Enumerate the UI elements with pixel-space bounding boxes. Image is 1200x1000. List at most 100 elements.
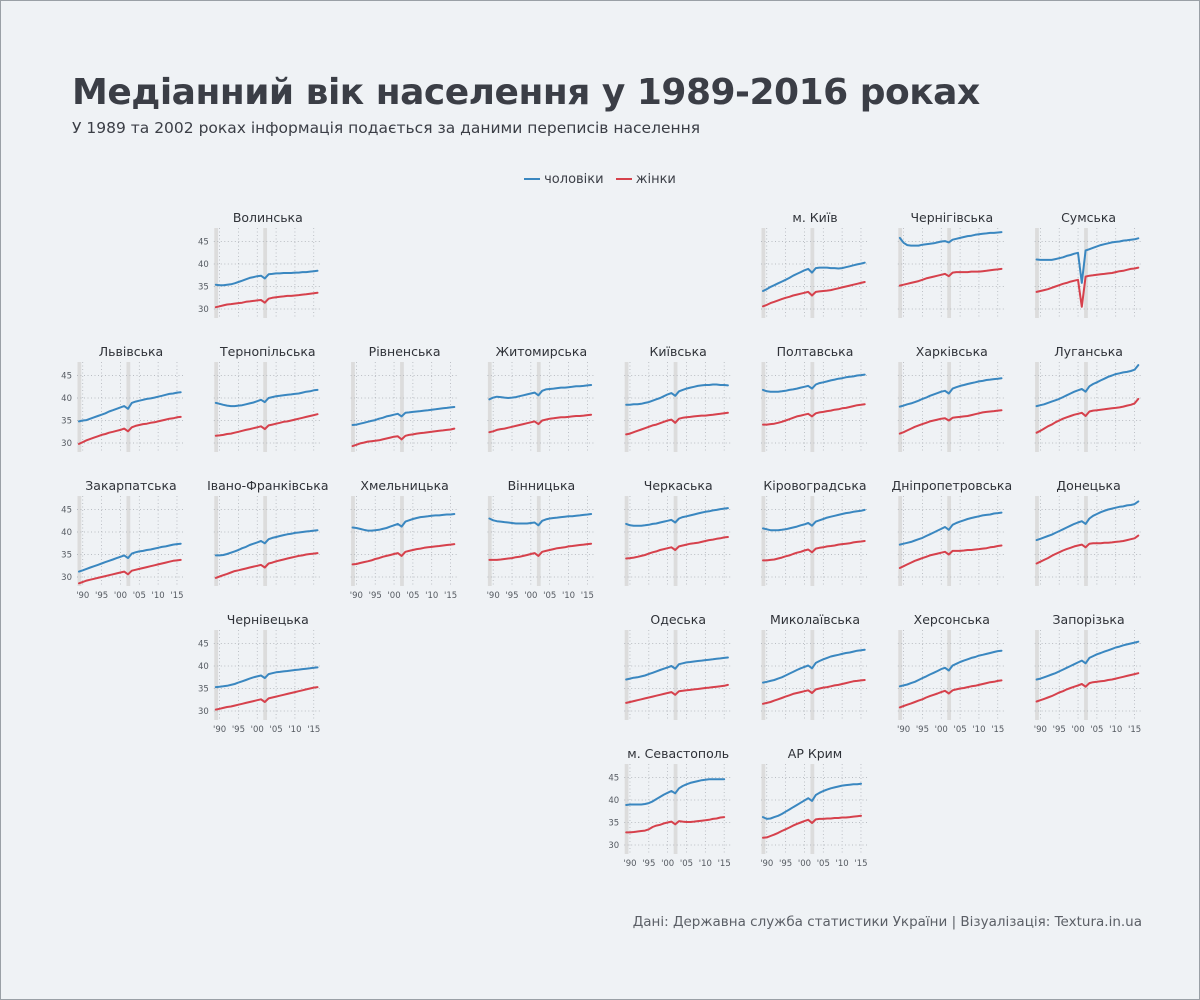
series-line-male xyxy=(625,507,729,527)
panel-title: Миколаївська xyxy=(770,612,860,627)
x-tick-label: '15 xyxy=(444,591,457,601)
panel-7: Житомирська xyxy=(487,344,596,452)
series-line-female xyxy=(351,427,456,448)
census-band xyxy=(673,496,678,586)
census-band xyxy=(1084,630,1088,720)
series-line-female xyxy=(762,814,862,839)
y-tick-label: 35 xyxy=(61,551,72,561)
series-line-male xyxy=(78,542,182,573)
y-tick-label: 35 xyxy=(608,819,619,829)
census-band xyxy=(810,764,815,854)
y-tick-label: 35 xyxy=(198,685,209,695)
y-tick-label: 40 xyxy=(61,394,72,404)
panel-title: Чернігівська xyxy=(910,210,993,225)
series-line-female xyxy=(762,281,866,308)
x-tick-label: '00 xyxy=(524,591,537,601)
series-line-female xyxy=(78,558,182,585)
series-line-female xyxy=(625,683,729,704)
x-tick-label: '90 xyxy=(1034,725,1047,735)
series-line-male xyxy=(762,648,866,684)
x-tick-label: '05 xyxy=(543,591,556,601)
x-tick-label: '90 xyxy=(897,725,910,735)
series-line-male xyxy=(762,373,866,393)
census-band xyxy=(487,362,492,452)
census-band xyxy=(1084,228,1088,318)
x-tick-label: '00 xyxy=(387,591,400,601)
panel-18: Дніпропетровська xyxy=(891,478,1012,586)
series-line-female xyxy=(1035,672,1140,703)
census-band xyxy=(810,630,815,720)
panel-9: Полтавська xyxy=(761,344,869,452)
census-band xyxy=(810,496,815,586)
census-band xyxy=(624,362,629,452)
series-line-female xyxy=(625,411,729,436)
y-tick-label: 45 xyxy=(198,640,209,650)
panel-title: Харківська xyxy=(916,344,988,359)
census-band xyxy=(761,228,766,318)
census-band xyxy=(761,764,766,854)
x-tick-label: '95 xyxy=(779,859,792,869)
panel-title: Рівненська xyxy=(369,344,441,359)
census-band xyxy=(1035,228,1039,318)
series-line-male xyxy=(898,649,1003,688)
x-tick-label: '00 xyxy=(114,591,127,601)
x-tick-label: '00 xyxy=(251,725,264,735)
census-band xyxy=(898,630,903,720)
census-band xyxy=(624,764,629,854)
series-line-female xyxy=(214,291,319,309)
x-tick-label: '15 xyxy=(854,859,867,869)
panel-title: Івано-Франківська xyxy=(207,478,328,493)
panel-title: м. Севастополь xyxy=(627,746,729,761)
x-tick-label: '05 xyxy=(954,725,967,735)
census-band xyxy=(214,228,219,318)
series-line-female xyxy=(898,679,1003,709)
census-band xyxy=(263,228,268,318)
y-tick-label: 40 xyxy=(608,796,619,806)
x-tick-label: '90 xyxy=(623,859,636,869)
census-band xyxy=(214,362,219,452)
panel-5: Тернопільська xyxy=(213,344,322,452)
legend-swatch-male xyxy=(524,177,541,180)
series-line-male xyxy=(78,391,182,423)
legend: чоловіки жінки xyxy=(0,172,1200,187)
series-line-female xyxy=(214,413,319,437)
x-tick-label: '15 xyxy=(170,591,183,601)
panel-24: Запорізька '90 '95 '00 '05 '10 '15 xyxy=(1034,612,1143,735)
x-tick-label: '05 xyxy=(270,725,283,735)
panel-14: Хмельницька '90 '95 '00 '05 '10 '15 xyxy=(350,478,459,601)
census-band xyxy=(947,496,952,586)
y-tick-label: 35 xyxy=(61,417,72,427)
x-tick-label: '95 xyxy=(232,725,245,735)
census-band xyxy=(947,362,952,452)
x-tick-label: '90 xyxy=(350,591,363,601)
series-line-male xyxy=(214,666,319,689)
legend-label-female: жінки xyxy=(635,172,676,187)
x-tick-label: '90 xyxy=(76,591,89,601)
x-tick-label: '15 xyxy=(718,859,731,869)
series-line-male xyxy=(214,529,319,557)
y-tick-label: 45 xyxy=(608,774,619,784)
series-line-male xyxy=(214,388,319,408)
panel-10: Харківська xyxy=(897,344,1006,452)
series-line-male xyxy=(898,511,1003,546)
y-tick-label: 45 xyxy=(198,238,209,248)
panel-title: Сумська xyxy=(1061,210,1116,225)
panel-4: Львівська 30 35 40 45 xyxy=(61,344,185,452)
legend-item-female: жінки xyxy=(615,172,676,187)
y-tick-label: 30 xyxy=(198,305,209,315)
panel-title: Волинська xyxy=(233,210,303,225)
series-line-male xyxy=(625,656,729,681)
series-line-male xyxy=(762,508,866,532)
census-band xyxy=(77,362,82,452)
census-band xyxy=(77,496,82,586)
series-line-male xyxy=(625,778,726,806)
x-tick-label: '10 xyxy=(836,859,849,869)
x-tick-label: '95 xyxy=(1053,725,1066,735)
credits: Дані: Державна служба статистики України… xyxy=(632,914,1142,930)
panel-title: Вінницька xyxy=(508,478,576,493)
x-tick-label: '95 xyxy=(505,591,518,601)
panel-19: Донецька xyxy=(1034,478,1143,586)
series-line-male xyxy=(351,513,456,532)
series-line-male xyxy=(488,513,593,527)
